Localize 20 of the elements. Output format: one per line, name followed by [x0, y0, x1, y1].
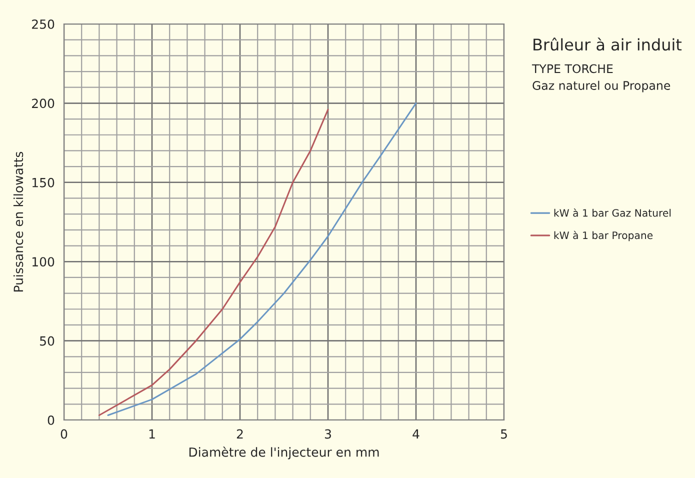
x-tick-label: 2 — [236, 429, 243, 439]
y-tick-label: 250 — [32, 19, 54, 29]
x-axis-title: Diamètre de l'injecteur en mm — [189, 446, 379, 460]
y-tick-label: 0 — [48, 415, 54, 425]
legend-label: kW à 1 bar Propane — [554, 230, 653, 242]
text: Brûleur à air induit — [534, 38, 682, 51]
y-tick-label: 100 — [32, 257, 54, 267]
text: TYPE TORCHE Gaz naturel ou Propane — [532, 64, 670, 92]
x-tick-label: 4 — [412, 429, 420, 439]
x-tick-label: 3 — [324, 429, 331, 439]
y-tick-label: 200 — [32, 98, 54, 108]
line-series — [107, 102, 417, 416]
x-tick-label: 0 — [60, 429, 68, 439]
x-tick-label: 1 — [149, 429, 155, 439]
legend-label: kW à 1 bar Gaz Naturel — [554, 208, 671, 217]
line-series — [98, 108, 329, 416]
x-tick-label: 5 — [500, 429, 507, 439]
y-tick-label: 50 — [40, 336, 54, 346]
y-axis-title: Puissance en kilowatts — [13, 152, 24, 292]
y-tick-label: 150 — [32, 178, 54, 188]
